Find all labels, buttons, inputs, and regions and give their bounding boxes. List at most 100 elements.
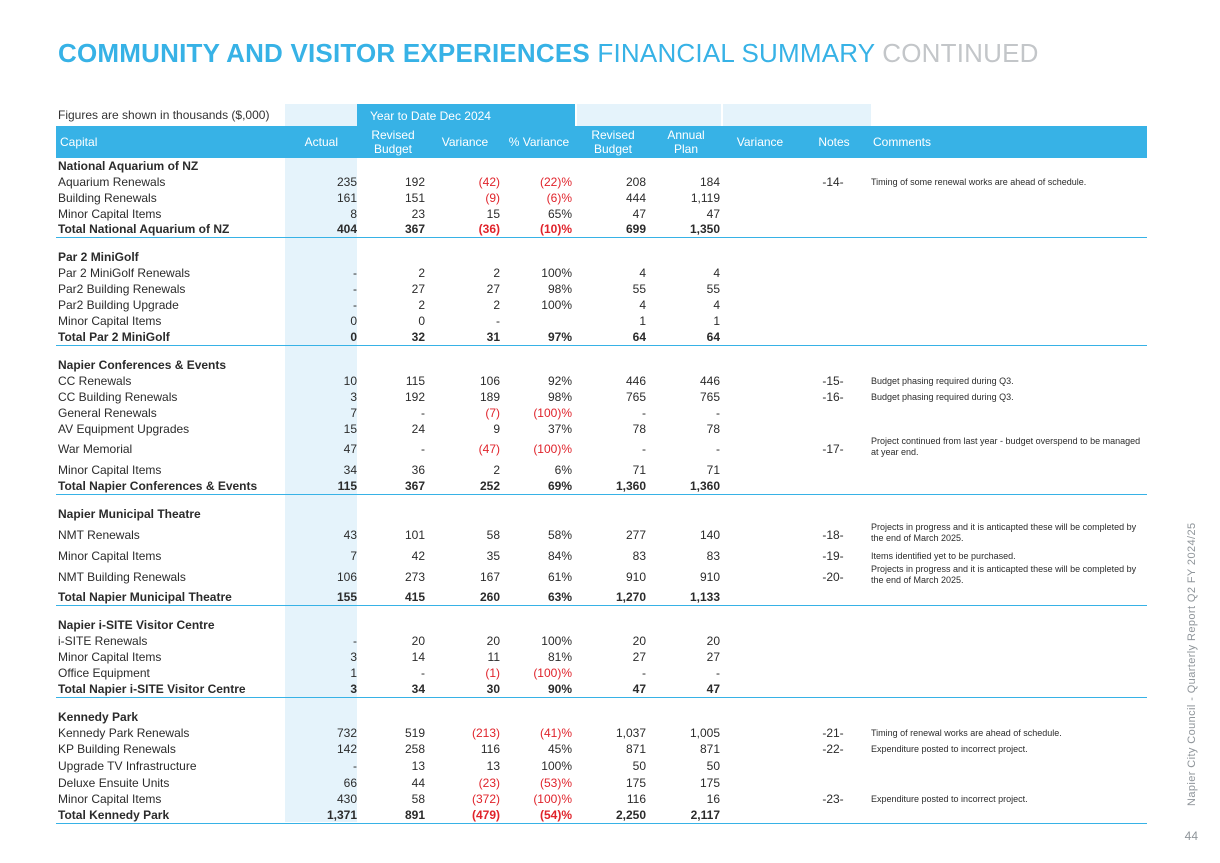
cell-annual-revised-budget: 4 — [639, 298, 646, 312]
cell-pct-variance: 84% — [547, 549, 572, 563]
row-label: KP Building Renewals — [58, 742, 176, 756]
note-ref: -20- — [822, 570, 844, 584]
row-comment: Timing of some renewal works are ahead o… — [871, 177, 1087, 187]
section-heading: Napier Municipal Theatre — [56, 507, 1147, 521]
table-row: CC Building Renewals 3 192 189 98% 765 765 -16-… — [56, 390, 1147, 404]
cell-annual-revised-budget: 444 — [625, 191, 646, 205]
cell-actual: - — [353, 634, 357, 648]
cell-actual: 43 — [343, 528, 357, 542]
cell-actual: 404 — [336, 222, 357, 236]
cell-actual: 1,371 — [326, 808, 357, 822]
cell-variance: 2 — [493, 266, 500, 280]
row-label: War Memorial — [58, 442, 133, 456]
cell-pct-variance: 100% — [541, 266, 572, 280]
cell-actual: 106 — [336, 570, 357, 584]
note-ref: -15- — [822, 374, 844, 388]
row-label: Minor Capital Items — [58, 549, 162, 563]
cell-annual-plan: 446 — [699, 374, 720, 388]
cell-pct-variance: (54)% — [539, 808, 572, 822]
cell-annual-plan: 175 — [699, 776, 720, 790]
row-comment: Items identified yet to be purchased. — [871, 551, 1016, 561]
bar-separator — [721, 104, 723, 126]
table-row: Minor Capital Items 34 36 2 6% 71 71 — [56, 463, 1147, 477]
table-row: Aquarium Renewals 235 192 (42) (22)% 208 184 -1… — [56, 175, 1147, 189]
row-comment: Budget phasing required during Q3. — [871, 392, 1014, 402]
cell-pct-variance: (10)% — [539, 222, 572, 236]
cell-annual-plan: - — [716, 442, 720, 456]
cell-pct-variance: 65% — [547, 207, 572, 221]
row-label: Building Renewals — [58, 191, 157, 205]
row-label: Minor Capital Items — [58, 792, 162, 806]
cell-actual: 235 — [336, 175, 357, 189]
side-footer-text: Napier City Council - Quarterly Report Q… — [1186, 522, 1198, 807]
cell-revised-budget: 42 — [411, 549, 425, 563]
page-title: COMMUNITY AND VISITOR EXPERIENCES FINANC… — [58, 38, 1039, 69]
note-ref: -17- — [822, 442, 844, 456]
total-row: Total Par 2 MiniGolf 0 32 31 97% 64 64 — [56, 330, 1147, 346]
actual-column-band — [285, 104, 357, 822]
cell-annual-revised-budget: 1,270 — [615, 590, 646, 604]
cell-variance: 15 — [486, 207, 500, 221]
row-label: Aquarium Renewals — [58, 175, 166, 189]
cell-variance: (23) — [478, 776, 500, 790]
cell-pct-variance: 90% — [547, 682, 572, 696]
note-ref: -19- — [822, 549, 844, 563]
cell-pct-variance: 98% — [547, 282, 572, 296]
total-row: Total National Aquarium of NZ 404 367 (36) (… — [56, 222, 1147, 238]
cell-actual: 142 — [336, 742, 357, 756]
table-row: Par2 Building Renewals - 27 27 98% 55 55 — [56, 282, 1147, 296]
section-title: Napier i-SITE Visitor Centre — [58, 618, 215, 632]
cell-revised-budget: 519 — [404, 726, 425, 740]
table-row: Par 2 MiniGolf Renewals - 2 2 100% 4 4 — [56, 266, 1147, 280]
row-label: Upgrade TV Infrastructure — [58, 759, 197, 773]
cell-variance: 9 — [493, 422, 500, 436]
cell-actual: - — [353, 298, 357, 312]
cell-annual-revised-budget: 175 — [625, 776, 646, 790]
table-row: Minor Capital Items 0 0 - 1 1 — [56, 314, 1147, 328]
cell-annual-plan: 47 — [706, 207, 720, 221]
cell-variance: (1) — [485, 666, 500, 680]
cell-annual-plan: 64 — [706, 330, 720, 344]
cell-revised-budget: 273 — [404, 570, 425, 584]
page-number: 44 — [1184, 829, 1198, 843]
table-row: NMT Renewals 43 101 58 58% 277 140 -18- Projects… — [56, 522, 1147, 543]
section-title: Par 2 MiniGolf — [58, 250, 139, 264]
cell-pct-variance: 61% — [547, 570, 572, 584]
cell-actual: 7 — [350, 549, 357, 563]
cell-pct-variance: 69% — [547, 479, 572, 493]
cell-variance: 30 — [486, 682, 500, 696]
row-label: NMT Renewals — [58, 528, 140, 542]
table-row: i-SITE Renewals - 20 20 100% 20 20 — [56, 634, 1147, 648]
row-label: NMT Building Renewals — [58, 570, 186, 584]
cell-actual: 0 — [350, 314, 357, 328]
cell-revised-budget: 192 — [404, 175, 425, 189]
cell-annual-revised-budget: 446 — [625, 374, 646, 388]
cell-revised-budget: 23 — [411, 207, 425, 221]
cell-variance: 20 — [486, 634, 500, 648]
cell-annual-revised-budget: 208 — [625, 175, 646, 189]
cell-actual: 10 — [343, 374, 357, 388]
cell-actual: 430 — [336, 792, 357, 806]
cell-pct-variance: 45% — [547, 742, 572, 756]
cell-actual: 3 — [350, 682, 357, 696]
table-row: Par2 Building Upgrade - 2 2 100% 4 4 — [56, 298, 1147, 312]
table-row: War Memorial 47 - (47) (100)% - - -17- Project c… — [56, 436, 1147, 457]
cell-annual-revised-budget: 116 — [626, 792, 646, 806]
cell-pct-variance: 100% — [541, 298, 572, 312]
row-label: Minor Capital Items — [58, 207, 162, 221]
total-row: Total Napier i-SITE Visitor Centre 3 34 30 9… — [56, 682, 1147, 698]
cell-actual: 0 — [350, 330, 357, 344]
note-ref: -16- — [822, 390, 844, 404]
cell-pct-variance: 58% — [547, 528, 572, 542]
row-comment: Projects in progress and it is anticapte… — [871, 564, 1137, 585]
cell-variance: 27 — [486, 282, 500, 296]
col-header-revised-budget: Revised Budget — [371, 128, 415, 156]
cell-variance: 252 — [479, 479, 500, 493]
cell-pct-variance: 97% — [547, 330, 572, 344]
row-comment: Projects in progress and it is anticapte… — [871, 522, 1137, 543]
cell-variance: (42) — [478, 175, 500, 189]
row-label: Total Napier Conferences & Events — [58, 479, 258, 493]
cell-actual: 115 — [337, 479, 357, 493]
cell-revised-budget: 32 — [411, 330, 425, 344]
section-title: Napier Conferences & Events — [58, 358, 227, 372]
